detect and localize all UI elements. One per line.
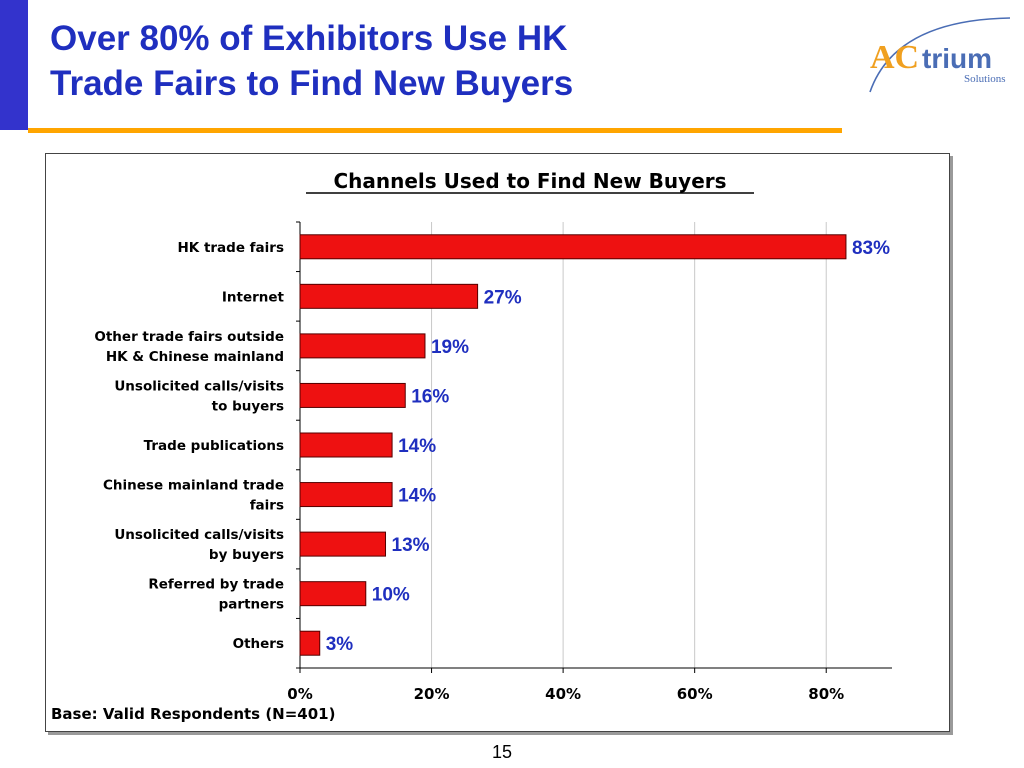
category-label-5-line-1: fairs — [250, 498, 284, 514]
x-tick-label-2: 40% — [545, 685, 581, 703]
category-label-2-line-0: Other trade fairs outside — [94, 329, 284, 345]
category-label-1: Internet — [222, 289, 285, 305]
category-label-7-line-1: partners — [219, 597, 284, 613]
category-label-8: Others — [233, 636, 284, 652]
title-underline-rule — [28, 128, 842, 133]
value-label-5: 14% — [398, 486, 436, 507]
category-label-4: Trade publications — [144, 438, 284, 454]
category-label-3-line-0: Unsolicited calls/visits — [114, 378, 284, 394]
bar-chart: Channels Used to Find New Buyers 0% 20% 40%… — [94, 169, 892, 703]
x-tick-label-4: 80% — [808, 685, 844, 703]
logo-subtext: Solutions — [964, 73, 1006, 85]
value-label-3: 16% — [411, 386, 449, 407]
category-label-6-line-0: Unsolicited calls/visits — [114, 527, 284, 543]
category-label-3-line-1: to buyers — [212, 398, 284, 414]
x-tick-label-3: 60% — [677, 685, 713, 703]
bar-0 — [299, 234, 847, 260]
value-label-2: 19% — [431, 337, 469, 358]
x-tick-label-1: 20% — [414, 685, 450, 703]
bar-7 — [299, 581, 367, 607]
category-label-5-line-0: Chinese mainland trade — [103, 478, 284, 494]
bar-5 — [299, 482, 393, 508]
bar-1 — [299, 283, 479, 309]
slide-title: Over 80% of Exhibitors Use HK Trade Fair… — [50, 16, 770, 106]
value-label-1: 27% — [484, 287, 522, 308]
logo-text-trium: trium — [922, 43, 992, 74]
slide-title-line-1: Over 80% of Exhibitors Use HK — [50, 19, 568, 58]
category-label-7-line-0: Referred by trade — [148, 577, 284, 593]
value-label-4: 14% — [398, 436, 436, 457]
logo-text-ac: AC — [870, 39, 919, 76]
chart-footnote: Base: Valid Respondents (N=401) — [51, 705, 336, 723]
slide-title-line-2: Trade Fairs to Find New Buyers — [50, 64, 574, 103]
chart-frame: Channels Used to Find New Buyers 0% 20% 40%… — [45, 153, 950, 732]
bar-2 — [299, 333, 426, 359]
value-label-7: 10% — [372, 585, 410, 606]
category-label-2-line-1: HK & Chinese mainland — [106, 349, 284, 365]
page-number: 15 — [492, 742, 513, 762]
bar-3 — [299, 382, 406, 408]
category-label-6-line-1: by buyers — [209, 547, 284, 563]
chart-title: Channels Used to Find New Buyers — [333, 169, 726, 193]
x-tick-label-0: 0% — [287, 685, 312, 703]
value-label-8: 3% — [326, 634, 354, 655]
left-accent-bar — [0, 0, 28, 130]
bar-8 — [299, 630, 321, 656]
value-label-0: 83% — [852, 238, 890, 259]
category-label-0: HK trade fairs — [177, 240, 284, 256]
value-label-6: 13% — [392, 535, 430, 556]
actrium-logo: AC trium Solutions — [869, 17, 1011, 93]
logo-swoosh-arc — [869, 17, 1011, 93]
bar-4 — [299, 432, 393, 458]
bar-6 — [299, 531, 387, 557]
